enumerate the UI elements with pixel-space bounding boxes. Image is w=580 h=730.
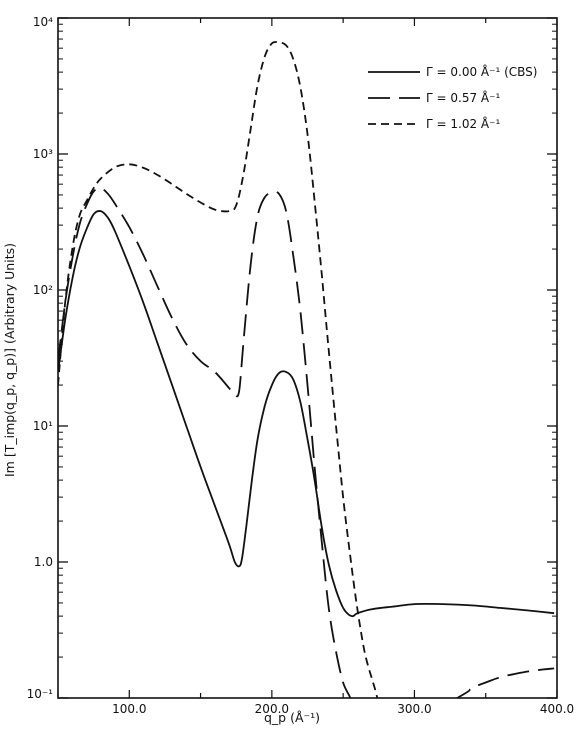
legend-label: Γ = 1.02 Å⁻¹ xyxy=(426,116,500,131)
x-axis-title: q_p (Å⁻¹) xyxy=(264,710,320,725)
axis-ticks xyxy=(57,17,558,699)
legend-label: Γ = 0.00 Å⁻¹ (CBS) xyxy=(426,64,537,79)
y-tick-label: 10¹ xyxy=(33,419,53,433)
x-tick-label: 200.0 xyxy=(255,702,289,716)
axis-tick-labels: 100.0 200.0 300.0 400.0 10⁻¹ 1.0 10¹ 10² 10³ 10⁴ xyxy=(27,15,575,716)
series-line-1 xyxy=(58,187,555,698)
y-tick-label: 10⁴ xyxy=(33,15,53,29)
y-axis-title: Im [T_imp(q_p, q_p)] (Arbitrary Units) xyxy=(2,243,17,477)
series-layer xyxy=(58,41,555,698)
y-tick-label: 1.0 xyxy=(34,555,53,569)
y-tick-label: 10³ xyxy=(33,147,53,161)
series-line-0 xyxy=(58,210,555,618)
series-line-2 xyxy=(58,41,379,698)
x-tick-label: 300.0 xyxy=(397,702,431,716)
x-tick-label: 400.0 xyxy=(540,702,574,716)
y-tick-label: 10⁻¹ xyxy=(27,687,54,701)
y-tick-label: 10² xyxy=(33,283,53,297)
legend-label: Γ = 0.57 Å⁻¹ xyxy=(426,90,500,105)
legend: Γ = 0.00 Å⁻¹ (CBS) Γ = 0.57 Å⁻¹ Γ = 1.02 Å… xyxy=(368,64,537,131)
x-tick-label: 100.0 xyxy=(112,702,146,716)
